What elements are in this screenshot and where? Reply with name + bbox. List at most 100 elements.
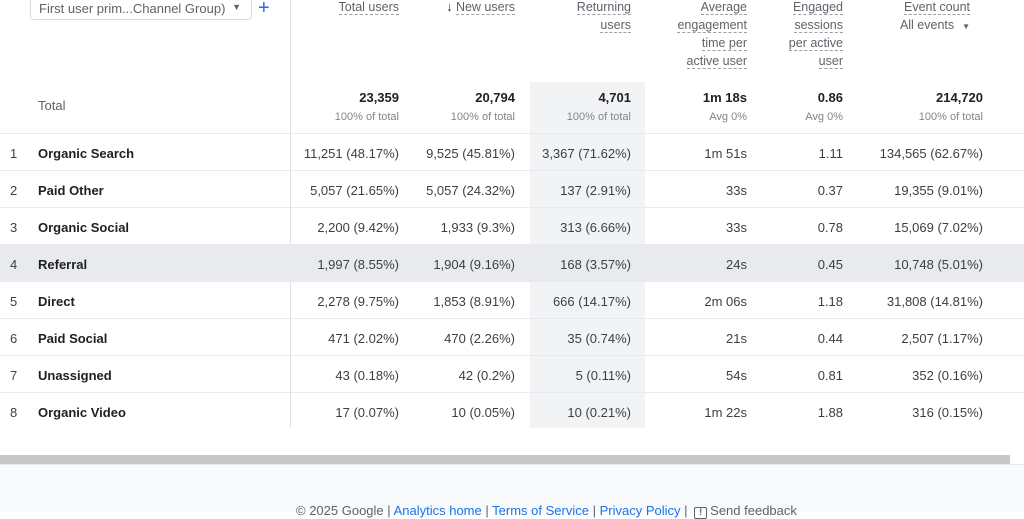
total-value: 0.86 [817,90,843,105]
cell-value: 0.44 [817,331,843,346]
cell-value: 1,904 (9.16%) [433,257,515,272]
feedback-icon: ! [694,507,708,519]
total-value: 20,794 [475,90,515,105]
cell-value: 15,069 (7.02%) [894,220,983,235]
header-returning-users[interactable]: Returning users [576,0,631,33]
header-avg-engagement[interactable]: Average engagement time per active user [677,0,747,69]
channel-name: Direct [38,294,75,309]
row-number: 3 [10,220,18,235]
cell-value: 35 (0.74%) [567,331,631,346]
cell-value: 316 (0.15%) [912,405,983,420]
footer: © 2025 Google | Analytics home | Terms o… [0,464,1024,519]
cell-value: 1.88 [817,405,843,420]
total-value: 214,720 [936,90,983,105]
cell-value: 137 (2.91%) [560,183,631,198]
cell-value: 313 (6.66%) [560,220,631,235]
caret-down-icon: ▼ [957,22,970,31]
cell-value: 54s [726,368,747,383]
row-number: 2 [10,183,18,198]
row-number: 5 [10,294,18,309]
cell-value: 0.81 [817,368,843,383]
arrow-down-icon: ↓ [446,0,456,14]
cell-value: 352 (0.16%) [912,368,983,383]
analytics-home-link[interactable]: Analytics home [393,503,482,518]
cell-value: 2,200 (9.42%) [317,220,399,235]
privacy-link[interactable]: Privacy Policy [599,503,681,518]
cell-value: 2,507 (1.17%) [901,331,983,346]
total-sub: 100% of total [450,111,515,123]
channel-name: Organic Video [38,405,126,420]
table-row[interactable]: 3 Organic Social 2,200 (9.42%) 1,933 (9.3%)… [0,207,1024,244]
cell-value: 168 (3.57%) [560,257,631,272]
horizontal-scrollbar[interactable] [0,455,1010,464]
channel-name: Organic Search [38,146,135,161]
total-label: Total [38,98,66,113]
total-sub: Avg 0% [709,111,747,123]
cell-value: 31,808 (14.81%) [886,294,983,309]
row-number: 8 [10,405,18,420]
cell-value: 43 (0.18%) [335,368,399,383]
row-number: 7 [10,368,18,383]
total-sub: 100% of total [566,111,631,123]
cell-value: 11,251 (48.17%) [303,146,399,161]
header-event-count[interactable]: Event count All events ▼ [899,0,970,32]
cell-value: 1m 22s [704,405,747,420]
channel-name: Organic Social [38,220,130,235]
cell-value: 10 (0.05%) [451,405,515,420]
cell-value: 2m 06s [704,294,747,309]
table-row[interactable]: 5 Direct 2,278 (9.75%) 1,853 (8.91%) 666 (14… [0,281,1024,318]
channel-name: Referral [38,257,88,272]
cell-value: 5 (0.11%) [575,368,631,383]
cell-value: 33s [726,183,747,198]
row-number: 1 [10,146,18,161]
table-row[interactable]: 7 Unassigned 43 (0.18%) 42 (0.2%) 5 (0.11%) 5… [0,355,1024,392]
cell-value: 3,367 (71.62%) [542,146,631,161]
cell-value: 42 (0.2%) [458,368,515,383]
cell-value: 2,278 (9.75%) [317,294,399,309]
plus-icon[interactable]: + [258,0,270,19]
channel-name: Unassigned [38,368,112,383]
table-row[interactable]: 2 Paid Other 5,057 (21.65%) 5,057 (24.32%) 1… [0,170,1024,207]
cell-value: 19,355 (9.01%) [894,183,983,198]
total-sub: 100% of total [918,111,983,123]
cell-value: 666 (14.17%) [552,294,631,309]
header-new-users[interactable]: ↓ New users [446,0,515,15]
channel-name: Paid Other [38,183,104,198]
table-row[interactable]: 1 Organic Search 11,251 (48.17%) 9,525 (45.… [0,133,1024,170]
cell-value: 9,525 (45.81%) [426,146,515,161]
cell-value: 470 (2.26%) [444,331,515,346]
cell-value: 1.11 [818,146,843,161]
cell-value: 10 (0.21%) [567,405,631,420]
cell-value: 1,933 (9.3%) [440,220,515,235]
cell-value: 1m 51s [704,146,747,161]
row-number: 4 [10,257,18,272]
cell-value: 24s [726,257,747,272]
dimension-select[interactable]: First user prim...Channel Group) ▼ [30,0,252,20]
cell-value: 471 (2.02%) [328,331,399,346]
cell-value: 5,057 (21.65%) [310,183,399,198]
cell-value: 134,565 (62.67%) [879,146,983,161]
channel-name: Paid Social [38,331,108,346]
copyright: © 2025 Google [296,503,384,518]
table-row[interactable]: 6 Paid Social 471 (2.02%) 470 (2.26%) 35 (0.… [0,318,1024,355]
total-value: 1m 18s [702,90,747,105]
total-sub: 100% of total [334,111,399,123]
header-engaged-sessions[interactable]: Engaged sessions per active user [788,0,843,69]
cell-value: 1,853 (8.91%) [433,294,515,309]
cell-value: 21s [726,331,747,346]
cell-value: 5,057 (24.32%) [426,183,515,198]
send-feedback-button[interactable]: ! Send feedback [691,503,797,519]
cell-value: 0.78 [817,220,843,235]
cell-value: 0.45 [817,257,843,272]
total-value: 23,359 [359,90,399,105]
dimension-label: First user prim...Channel Group) [39,1,226,16]
total-sub: Avg 0% [805,111,843,123]
table-row[interactable]: 8 Organic Video 17 (0.07%) 10 (0.05%) 10 (0.… [0,392,1024,429]
event-filter[interactable]: All events ▼ [899,18,970,32]
caret-down-icon: ▼ [232,2,241,12]
table-row[interactable]: 4 Referral 1,997 (8.55%) 1,904 (9.16%) 168 (… [0,244,1024,281]
cell-value: 17 (0.07%) [335,405,399,420]
cell-value: 1,997 (8.55%) [317,257,399,272]
header-total-users[interactable]: Total users [338,0,399,15]
terms-link[interactable]: Terms of Service [492,503,589,518]
